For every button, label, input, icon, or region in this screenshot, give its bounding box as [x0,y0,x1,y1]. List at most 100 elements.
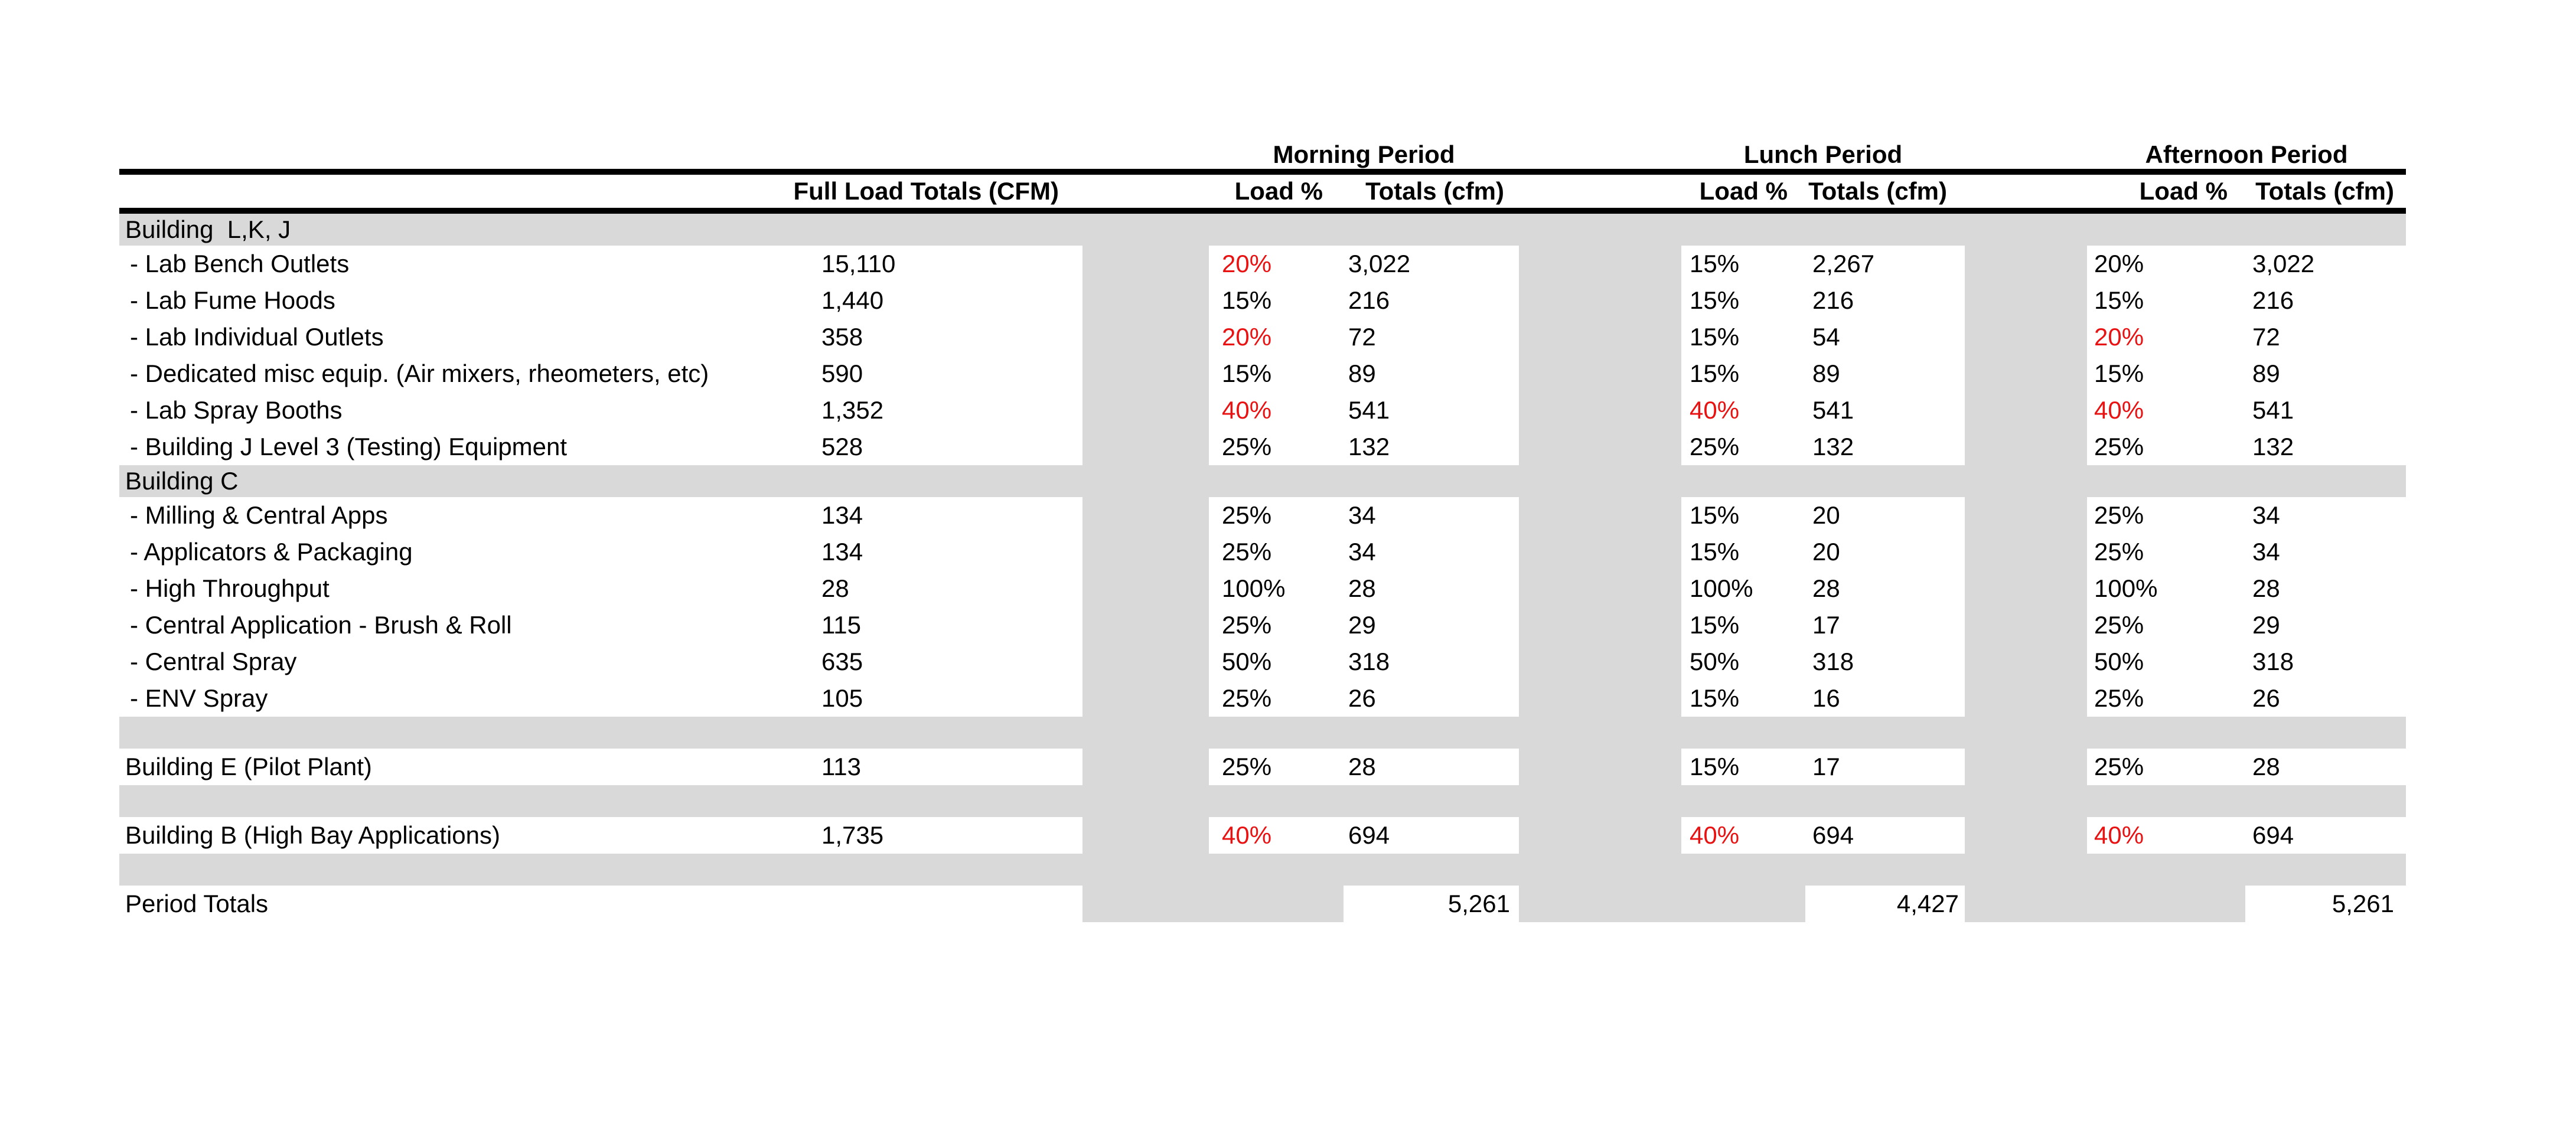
gap-cell [1965,392,2087,429]
gap-cell [1965,643,2087,680]
morning-total: 541 [1344,392,1519,429]
afternoon-total: 28 [2245,749,2406,785]
lunch-period-total: 4,427 [1805,886,1965,922]
lunch-total: 17 [1805,607,1965,643]
lunch-load-pct: 25% [1681,429,1805,465]
gap-cell [1519,246,1681,282]
load-schedule-table: Morning Period Lunch Period Afternoon Pe… [119,141,2406,922]
spacer-row [119,785,2406,817]
lunch-load-pct: 15% [1681,607,1805,643]
lunch-total: 318 [1805,643,1965,680]
afternoon-load-pct: 50% [2087,643,2245,680]
section-band-row: Building L,K, J [119,214,2406,246]
item-label: - Applicators & Packaging [119,534,819,570]
morning-total: 29 [1344,607,1519,643]
table-row: - High Throughput 28 100% 28 100% 28 100… [119,570,2406,607]
spacer-row-fill [119,717,2406,749]
lunch-load-pct: 15% [1681,680,1805,717]
gap-cell [1519,749,1681,785]
afternoon-period-title: Afternoon Period [2145,141,2348,168]
afternoon-load-pct: 25% [2087,429,2245,465]
gap-cell [1519,319,1681,355]
morning-load-pct: 40% [1209,817,1344,854]
period-totals-label: Period Totals [119,886,1082,922]
lunch-load-pct: 100% [1681,570,1805,607]
lunch-total: 132 [1805,429,1965,465]
gap-cell [1082,497,1209,534]
gap-cell [2087,886,2245,922]
lunch-load-pct: 40% [1681,817,1805,854]
item-label: - Building J Level 3 (Testing) Equipment [119,429,819,465]
gap-cell [1209,886,1344,922]
afternoon-total: 132 [2245,429,2406,465]
table-row: - Dedicated misc equip. (Air mixers, rhe… [119,355,2406,392]
morning-load-pct: 15% [1209,282,1344,319]
morning-total: 26 [1344,680,1519,717]
morning-load-pct: 25% [1209,534,1344,570]
table-row: - Lab Spray Booths 1,352 40% 541 40% 541… [119,392,2406,429]
gap-cell [1519,282,1681,319]
morning-total: 216 [1344,282,1519,319]
afternoon-load-pct-header: Load % [2139,177,2228,205]
spacer-row [119,717,2406,749]
gap-cell [1965,246,2087,282]
morning-total: 72 [1344,319,1519,355]
full-load-value: 134 [819,497,1082,534]
table-row: - Central Application - Brush & Roll 115… [119,607,2406,643]
gap-cell [1519,607,1681,643]
gap-cell [1082,429,1209,465]
item-label: - Milling & Central Apps [119,497,819,534]
afternoon-load-pct: 25% [2087,749,2245,785]
gap-cell [1965,607,2087,643]
lunch-total: 216 [1805,282,1965,319]
gap-cell [1965,282,2087,319]
full-load-value: 358 [819,319,1082,355]
full-load-value: 1,352 [819,392,1082,429]
full-load-value: 528 [819,429,1082,465]
gap-cell [1965,429,2087,465]
table-row: Building B (High Bay Applications) 1,735… [119,817,2406,854]
gap-cell [1082,282,1209,319]
afternoon-total: 318 [2245,643,2406,680]
afternoon-total: 216 [2245,282,2406,319]
lunch-total: 16 [1805,680,1965,717]
morning-total: 318 [1344,643,1519,680]
afternoon-load-pct: 40% [2087,817,2245,854]
gap-cell [1519,497,1681,534]
period-title-row: Morning Period Lunch Period Afternoon Pe… [119,141,2406,169]
full-load-value: 105 [819,680,1082,717]
spacer-row [119,854,2406,886]
afternoon-total: 29 [2245,607,2406,643]
standalone-label: Building E (Pilot Plant) [119,749,819,785]
lunch-total: 89 [1805,355,1965,392]
item-label: - Lab Individual Outlets [119,319,819,355]
afternoon-totals-header: Totals (cfm) [2255,177,2394,205]
morning-load-pct: 25% [1209,497,1344,534]
item-label: - Dedicated misc equip. (Air mixers, rhe… [119,355,819,392]
afternoon-load-pct: 20% [2087,319,2245,355]
full-load-value: 15,110 [819,246,1082,282]
afternoon-load-pct: 15% [2087,355,2245,392]
title-gap [1965,141,2087,169]
afternoon-load-pct: 20% [2087,246,2245,282]
afternoon-total: 28 [2245,570,2406,607]
morning-total: 28 [1344,749,1519,785]
afternoon-load-pct: 25% [2087,497,2245,534]
lunch-total: 2,267 [1805,246,1965,282]
full-load-value: 115 [819,607,1082,643]
morning-load-pct: 100% [1209,570,1344,607]
morning-total: 132 [1344,429,1519,465]
table-row: - Lab Individual Outlets 358 20% 72 15% … [119,319,2406,355]
table-row: - Lab Fume Hoods 1,440 15% 216 15% 216 1… [119,282,2406,319]
lunch-total: 20 [1805,534,1965,570]
afternoon-total: 3,022 [2245,246,2406,282]
morning-load-pct: 50% [1209,643,1344,680]
morning-load-pct: 15% [1209,355,1344,392]
gap-cell [1082,570,1209,607]
morning-totals-header: Totals (cfm) [1365,177,1504,205]
item-label: - Central Application - Brush & Roll [119,607,819,643]
gap-cell [1965,497,2087,534]
morning-load-pct: 25% [1209,429,1344,465]
morning-period-title: Morning Period [1273,141,1455,168]
